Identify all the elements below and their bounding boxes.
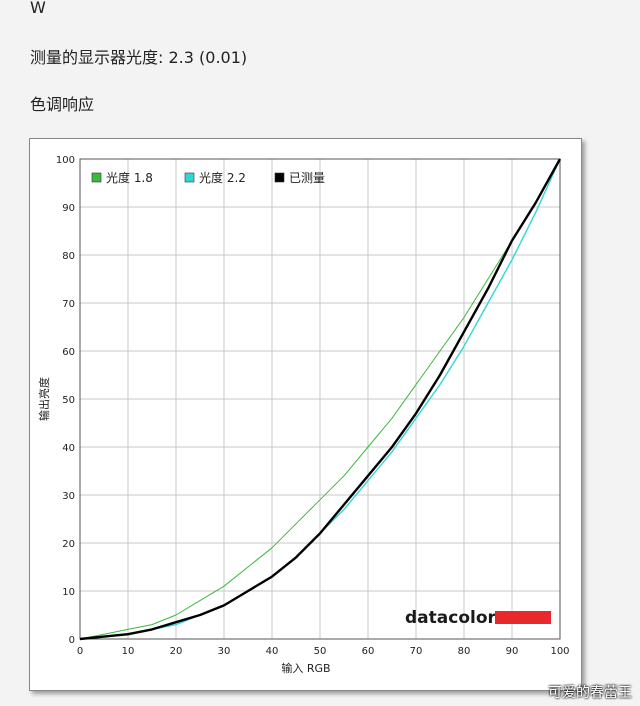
grid <box>79 158 561 640</box>
x-tick-label: 30 <box>218 646 231 657</box>
legend-swatch-1 <box>91 172 102 183</box>
y-tick-label: 80 <box>62 251 75 262</box>
measured-gamma-label: 测量的显示器光度: <box>30 48 164 67</box>
datacolor-logo-bar <box>495 611 551 624</box>
x-tick-label: 50 <box>314 646 327 657</box>
x-tick-label: 20 <box>170 646 183 657</box>
x-tick-label: 90 <box>506 646 519 657</box>
tone-response-title: 色调响应 <box>30 95 95 114</box>
y-tick-label: 0 <box>69 635 75 646</box>
axes: 0 10 20 30 40 50 60 70 80 90 100 0 10 20 30 40 50 60 70 80 9… <box>56 155 570 657</box>
y-tick-label: 100 <box>56 155 75 166</box>
legend-label-2: 光度 2.2 <box>199 170 246 185</box>
measured-gamma-value: 2.3 (0.01) <box>168 48 248 67</box>
y-tick-label: 10 <box>62 587 75 598</box>
watermark: 可爱的春蕾王 <box>548 685 632 701</box>
datacolor-logo: datacolor <box>405 608 497 628</box>
x-tick-label: 0 <box>77 646 83 657</box>
x-tick-label: 40 <box>266 646 279 657</box>
x-tick-label: 60 <box>362 646 375 657</box>
y-tick-label: 20 <box>62 539 75 550</box>
y-tick-label: 40 <box>62 443 75 454</box>
y-tick-label: 30 <box>62 491 75 502</box>
w-label: W <box>30 0 46 17</box>
legend-swatch-2 <box>184 172 195 183</box>
x-tick-label: 10 <box>122 646 135 657</box>
x-tick-label: 80 <box>458 646 471 657</box>
legend-swatch-3 <box>274 172 285 183</box>
series-line-1 <box>79 158 561 640</box>
x-tick-label: 70 <box>410 646 423 657</box>
plot-border <box>79 158 561 640</box>
legend-label-1: 光度 1.8 <box>106 170 153 185</box>
x-tick-label: 100 <box>550 646 569 657</box>
legend: 光度 1.8 光度 2.2 已测量 <box>91 170 325 185</box>
x-axis-label: 输入 RGB <box>281 661 330 675</box>
y-tick-label: 90 <box>62 203 75 214</box>
legend-label-3: 已测量 <box>289 171 325 185</box>
series-group <box>79 158 562 641</box>
y-tick-label: 50 <box>62 395 75 406</box>
chart-frame: 0 10 20 30 40 50 60 70 80 90 100 0 10 20 30 40 50 60 70 80 9… <box>29 138 582 691</box>
y-axis-label: 输出亮度 <box>37 377 51 421</box>
measured-gamma-line: 测量的显示器光度: 2.3 (0.01) <box>30 44 247 68</box>
tone-response-chart: 0 10 20 30 40 50 60 70 80 90 100 0 10 20 30 40 50 60 70 80 9… <box>37 155 570 675</box>
y-tick-label: 60 <box>62 347 75 358</box>
series-line-3 <box>79 158 562 641</box>
y-tick-label: 70 <box>62 299 75 310</box>
